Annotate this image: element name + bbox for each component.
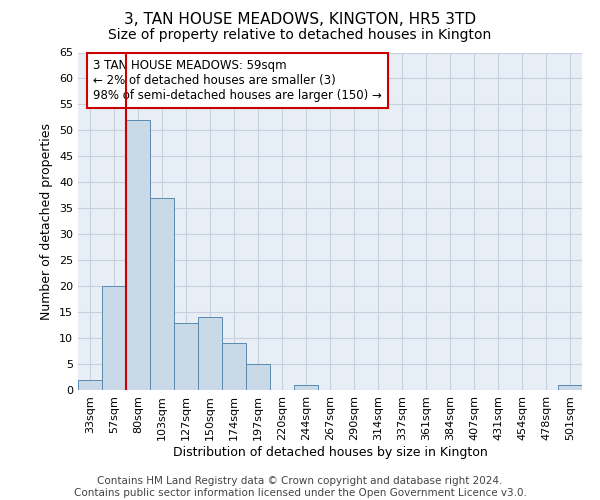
Bar bbox=[174, 322, 198, 390]
Bar bbox=[198, 318, 222, 390]
Bar bbox=[222, 344, 246, 390]
X-axis label: Distribution of detached houses by size in Kington: Distribution of detached houses by size … bbox=[173, 446, 487, 458]
Text: Size of property relative to detached houses in Kington: Size of property relative to detached ho… bbox=[109, 28, 491, 42]
Bar bbox=[558, 385, 582, 390]
Bar bbox=[150, 198, 174, 390]
Bar bbox=[78, 380, 102, 390]
Text: 3, TAN HOUSE MEADOWS, KINGTON, HR5 3TD: 3, TAN HOUSE MEADOWS, KINGTON, HR5 3TD bbox=[124, 12, 476, 28]
Bar bbox=[126, 120, 150, 390]
Y-axis label: Number of detached properties: Number of detached properties bbox=[40, 122, 53, 320]
Bar bbox=[246, 364, 270, 390]
Bar bbox=[294, 385, 318, 390]
Text: Contains HM Land Registry data © Crown copyright and database right 2024.
Contai: Contains HM Land Registry data © Crown c… bbox=[74, 476, 526, 498]
Text: 3 TAN HOUSE MEADOWS: 59sqm
← 2% of detached houses are smaller (3)
98% of semi-d: 3 TAN HOUSE MEADOWS: 59sqm ← 2% of detac… bbox=[93, 59, 382, 102]
Bar bbox=[102, 286, 126, 390]
